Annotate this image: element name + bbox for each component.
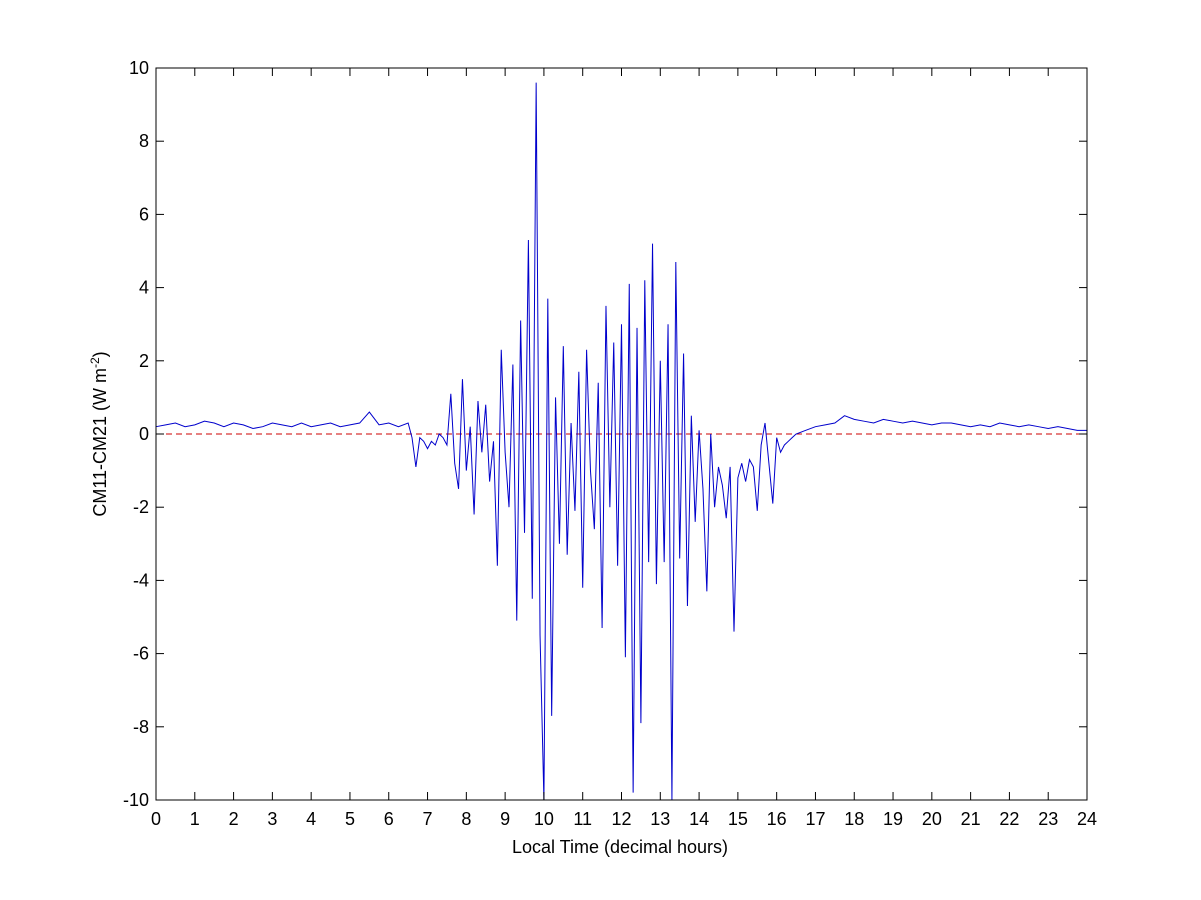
x-tick-label: 0 [151, 809, 161, 829]
x-tick-label: 22 [999, 809, 1019, 829]
y-axis-label: CM11-CM21 (W m-2) [88, 351, 110, 516]
y-tick-label: 4 [139, 278, 149, 298]
x-tick-label: 11 [573, 809, 592, 829]
y-tick-label: -6 [133, 644, 149, 664]
x-tick-label: 3 [267, 809, 277, 829]
x-tick-label: 20 [922, 809, 942, 829]
x-tick-label: 19 [883, 809, 903, 829]
x-tick-label: 14 [689, 809, 709, 829]
y-tick-label: 2 [139, 351, 149, 371]
x-tick-label: 9 [500, 809, 510, 829]
y-tick-label: -8 [133, 717, 149, 737]
x-tick-label: 1 [190, 809, 200, 829]
x-tick-label: 17 [805, 809, 825, 829]
y-axis-label-main: CM11-CM21 (W m [90, 368, 110, 517]
x-tick-label: 6 [384, 809, 394, 829]
y-axis-label-sup: -2 [88, 357, 102, 368]
x-tick-label: 10 [534, 809, 554, 829]
y-tick-label: 0 [139, 424, 149, 444]
x-tick-label: 2 [229, 809, 239, 829]
y-tick-label: -10 [123, 790, 149, 810]
data-line [155, 82, 1087, 801]
y-tick-label: 8 [139, 131, 149, 151]
x-tick-label: 7 [423, 809, 433, 829]
y-tick-label: 10 [129, 58, 149, 78]
x-tick-label: 23 [1038, 809, 1058, 829]
y-axis-label-end: ) [90, 351, 110, 357]
x-tick-label: 8 [461, 809, 471, 829]
y-tick-label: -4 [133, 570, 149, 590]
y-tick-label: 6 [139, 204, 149, 224]
x-tick-label: 16 [767, 809, 787, 829]
x-tick-label: 13 [650, 809, 670, 829]
x-tick-label: 4 [306, 809, 316, 829]
x-tick-label: 24 [1077, 809, 1097, 829]
x-axis-label: Local Time (decimal hours) [512, 837, 728, 857]
x-tick-label: 21 [961, 809, 981, 829]
x-tick-label: 12 [611, 809, 631, 829]
x-tick-label: 15 [728, 809, 748, 829]
x-tick-label: 5 [345, 809, 355, 829]
x-tick-label: 18 [844, 809, 864, 829]
y-tick-label: -2 [133, 497, 149, 517]
